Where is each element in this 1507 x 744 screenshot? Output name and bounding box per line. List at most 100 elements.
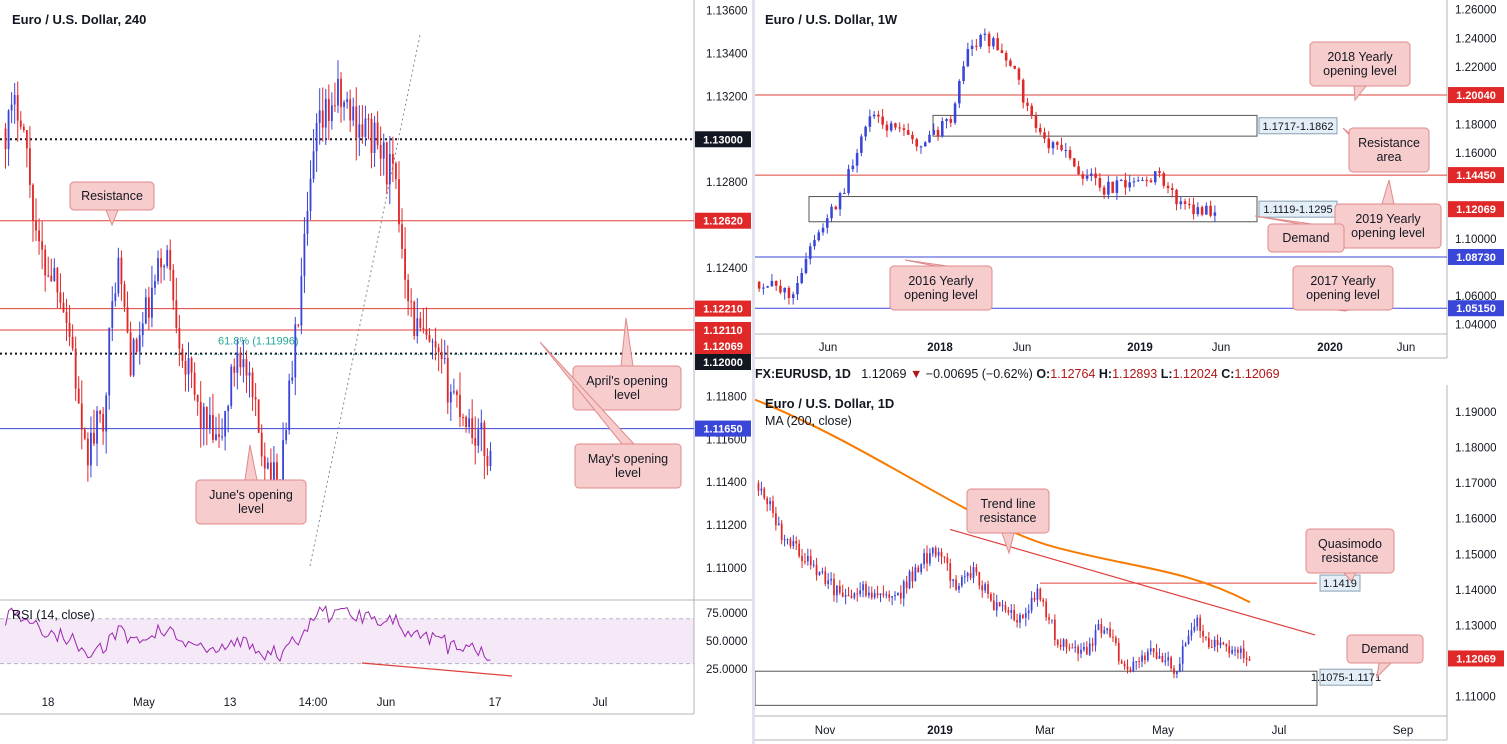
daily-candle-body [1033,597,1036,600]
daily-candle-body [998,602,1001,607]
daily-candle-body [966,573,969,577]
weekly-candle-body [1094,173,1097,178]
h4-level-badge-label: 1.12000 [703,357,743,369]
h4-candle-body [407,279,410,302]
weekly-candle-body [1107,181,1110,195]
rsi-band [0,618,694,664]
weekly-chart-panel[interactable]: 1.26000 1.24000 1.22000 1.18000 1.16000 1.100… [755,0,1507,362]
daily-y-tick-label: 1.17000 [1455,478,1497,490]
weekly-callout-2016-box [889,265,993,311]
h4-candle-body [474,438,477,446]
h4-candle-body [239,352,242,368]
weekly-candle-body [1000,50,1004,54]
daily-candle-body [1115,637,1117,643]
h4-candle-body [254,397,257,400]
daily-candle-body [981,585,984,591]
weekly-candle-body [1183,201,1187,204]
h4-candle-body [53,267,56,282]
daily-candle-body [1117,642,1120,662]
daily-candle-body [1094,630,1097,646]
weekly-callout-2017-text: 2017 Yearly [1310,274,1376,288]
weekly-candle-body [1026,102,1029,106]
daily-candle-body [841,592,844,597]
daily-candle-body [870,592,873,598]
daily-candle-body [1170,657,1172,669]
h4-candle-body [184,360,187,375]
daily-candle-body [850,595,853,598]
h4-callout-june-pointer [244,444,258,481]
weekly-callout-resistance-box [1348,127,1430,173]
daily-callout-trendline-pointer [1001,532,1015,555]
weekly-y-tick-label: 1.18000 [1455,119,1497,131]
daily-candle-body [760,488,763,491]
h4-candle-body [276,462,278,488]
weekly-candle-body [855,152,859,166]
weekly-chart-svg[interactable]: 1.26000 1.24000 1.22000 1.18000 1.16000 1.100… [755,0,1507,362]
h4-candle-body [257,399,260,433]
daily-candle-body [931,547,934,554]
weekly-candle-body [791,294,795,299]
h4-candle-body [379,144,382,159]
weekly-candle-body [1166,185,1170,189]
daily-candle-body [1071,647,1074,649]
h4-candle-body [318,110,321,123]
weekly-candle-body [915,139,918,147]
daily-candle-body [1184,643,1187,647]
daily-candle-body [783,539,786,541]
daily-candle-body [859,590,862,595]
weekly-candle-body [936,129,940,137]
weekly-candle-body [953,103,957,123]
weekly-y-tick-label: 1.04000 [1455,320,1497,332]
h4-x-tick-label: 17 [489,697,502,709]
h4-chart-title: Euro / U.S. Dollar, 240 [12,12,147,27]
daily-candle-body [786,539,789,541]
daily-chart-svg[interactable]: 1.19000 1.18000 1.17000 1.16000 1.15000 1.140… [755,385,1507,744]
h4-x-tick-label: 18 [42,697,55,709]
h4-candle-body [468,418,471,428]
weekly-candle-body [817,232,821,241]
daily-candle-body [914,567,917,582]
weekly-candle-body [975,45,978,47]
weekly-candle-body [1132,181,1136,183]
h4-chart-panel[interactable]: 1.13600 1.13400 1.13200 1.12800 1.12400 1.120… [0,0,752,744]
daily-candle-body [934,547,937,556]
weekly-x-tick-label: 2018 [927,342,953,354]
daily-candle-body [992,600,995,611]
h4-callout-april-box [572,365,682,411]
rsi-divergence-line [361,662,513,677]
daily-candle-body [836,585,838,596]
h4-candle-body [123,284,126,307]
daily-candle-body [1181,646,1184,664]
daily-candle-body [757,483,760,491]
daily-candle-body [1161,656,1164,662]
h4-level-badge-label: 1.11650 [703,424,742,436]
daily-candle-body [1222,642,1225,645]
weekly-candle-body [1060,144,1063,151]
h4-candle-body [44,249,47,276]
daily-candle-body [809,555,812,566]
weekly-level-badge-label: 1.08730 [1456,252,1496,264]
close-value: 1.12069 [1234,367,1280,381]
h4-candle-body [111,301,114,328]
daily-x-tick-label: Sep [1393,725,1413,737]
h4-chart-svg[interactable]: 1.13600 1.13400 1.13200 1.12800 1.12400 1.120… [0,0,752,744]
daily-candle-body [920,564,923,573]
h4-candle-body [7,110,10,150]
h4-candle-body [169,249,172,270]
h4-candle-body [282,440,284,482]
daily-candle-body [865,584,867,596]
h4-x-tick-label: May [133,697,155,709]
h4-candle-body [71,336,74,349]
daily-candle-body [1106,628,1109,631]
daily-chart-panel[interactable]: 1.19000 1.18000 1.17000 1.16000 1.15000 1.140… [755,385,1507,744]
daily-candle-body [1155,651,1158,659]
weekly-candle-body [766,286,769,288]
daily-candle-body [1141,655,1143,662]
weekly-candle-body [787,287,791,299]
vertical-divider[interactable] [752,0,755,744]
h4-candle-body [144,297,147,324]
daily-x-tick-label: May [1152,725,1174,737]
daily-candle-body [1039,588,1042,600]
high-value: 1.12893 [1112,367,1158,381]
h4-candle-body [291,377,294,381]
